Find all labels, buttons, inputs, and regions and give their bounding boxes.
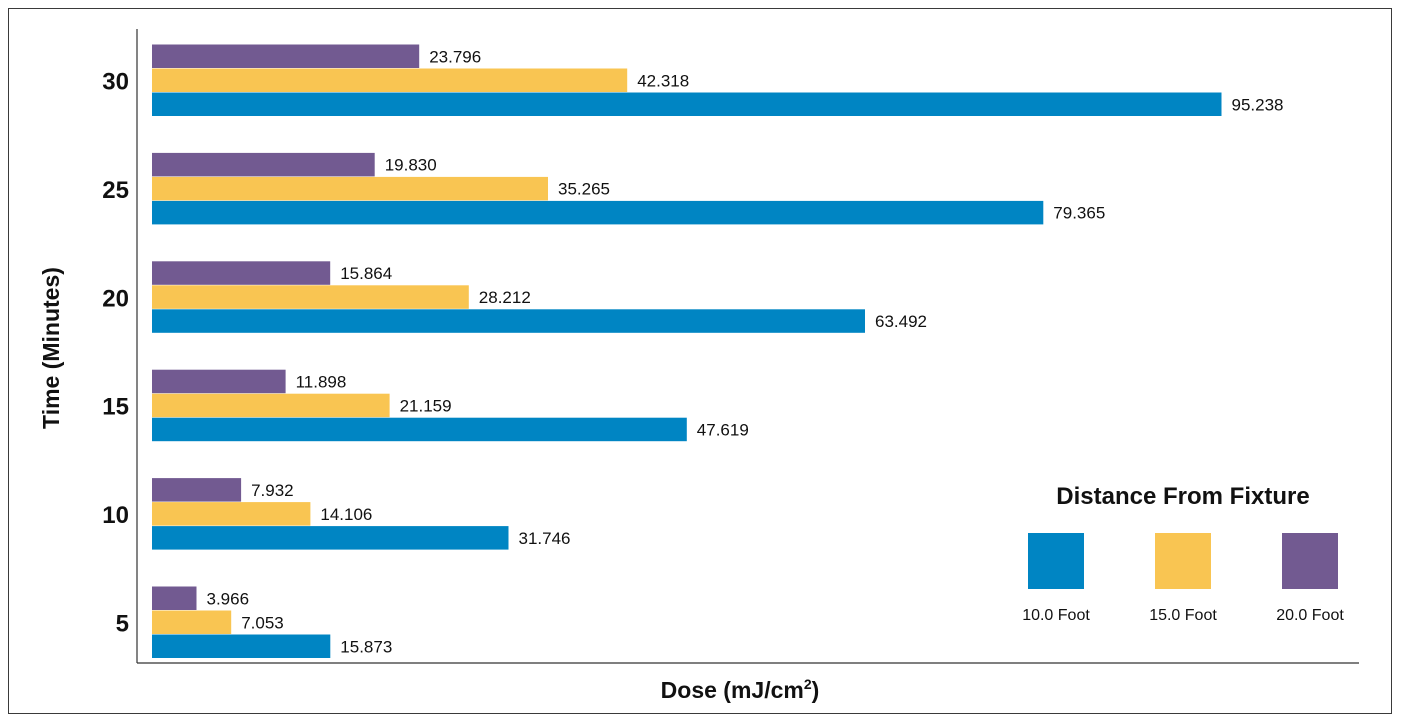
bars-group: [152, 44, 1222, 658]
value-label: 35.265: [558, 180, 610, 199]
value-label: 23.796: [429, 47, 481, 66]
bar-10-0-footmin-10: [152, 526, 509, 550]
value-label: 79.365: [1053, 204, 1105, 223]
value-label: 11.898: [296, 372, 347, 391]
value-label: 42.318: [637, 71, 689, 90]
y-tick-label: 15: [102, 394, 129, 421]
value-labels-group: 15.873 7.053 3.966 31.746 14.106 7.932 47.619 2…: [207, 47, 1284, 656]
bar-10-0-footmin-30: [152, 92, 1222, 116]
y-tick-label: 5: [116, 611, 129, 638]
legend-label: 15.0 Foot: [1149, 607, 1217, 624]
legend: Distance From Fixture 10.0 Foot 15.0 Foot…: [1022, 483, 1344, 624]
bar-20-0-footmin-30: [152, 44, 420, 68]
chart-frame: 15.873 7.053 3.966 31.746 14.106 7.932 47.619 2…: [8, 8, 1392, 714]
legend-title: Distance From Fixture: [1056, 483, 1309, 510]
value-label: 95.238: [1232, 95, 1284, 114]
bar-10-0-footmin-25: [152, 200, 1044, 225]
bar-20-0-footmin-10: [152, 478, 242, 502]
value-label: 31.746: [519, 529, 571, 548]
bar-10-0-footmin-5: [152, 634, 331, 658]
value-label: 63.492: [875, 312, 927, 331]
value-label: 15.864: [340, 264, 392, 283]
x-axis-title: Dose (mJ/cm2): [661, 676, 820, 703]
value-label: 21.159: [400, 396, 452, 415]
legend-swatch: [1155, 533, 1211, 589]
y-tick-label: 10: [102, 502, 129, 529]
x-axis-title-main: Dose (mJ/cm: [661, 677, 804, 703]
x-axis-title-end: ): [812, 677, 820, 703]
y-axis-title: Time (Minutes): [38, 267, 64, 429]
value-label: 28.212: [479, 288, 531, 307]
bar-15-0-footmin-5: [152, 610, 232, 634]
bar-20-0-footmin-20: [152, 261, 331, 285]
bar-10-0-footmin-20: [152, 309, 865, 333]
value-label: 15.873: [340, 637, 392, 656]
x-axis-title-superscript: 2: [804, 676, 812, 692]
y-tick-label: 20: [102, 285, 129, 312]
legend-swatch: [1028, 533, 1084, 589]
legend-items: 10.0 Foot 15.0 Foot 20.0 Foot: [1022, 533, 1344, 624]
value-label: 19.830: [385, 156, 437, 175]
bar-15-0-footmin-15: [152, 393, 390, 418]
bar-20-0-footmin-5: [152, 586, 197, 610]
value-label: 7.053: [241, 613, 284, 632]
bar-10-0-footmin-15: [152, 417, 687, 442]
value-label: 47.619: [697, 420, 749, 439]
bar-15-0-footmin-30: [152, 68, 628, 92]
bar-chart: 15.873 7.053 3.966 31.746 14.106 7.932 47.619 2…: [38, 29, 1359, 703]
bar-15-0-footmin-20: [152, 285, 469, 309]
legend-label: 10.0 Foot: [1022, 607, 1090, 624]
value-label: 14.106: [320, 505, 372, 524]
value-label: 3.966: [207, 589, 250, 608]
legend-swatch: [1282, 533, 1338, 589]
bar-20-0-footmin-15: [152, 369, 286, 394]
bar-20-0-footmin-25: [152, 152, 375, 177]
value-label: 7.932: [251, 481, 294, 500]
y-tick-label: 30: [102, 69, 129, 96]
y-tick-label: 25: [102, 177, 129, 204]
legend-label: 20.0 Foot: [1276, 607, 1344, 624]
bar-15-0-footmin-25: [152, 176, 548, 201]
y-tick-labels-group: 5 10 15 20 25 30: [102, 69, 129, 638]
bar-15-0-footmin-10: [152, 502, 311, 526]
